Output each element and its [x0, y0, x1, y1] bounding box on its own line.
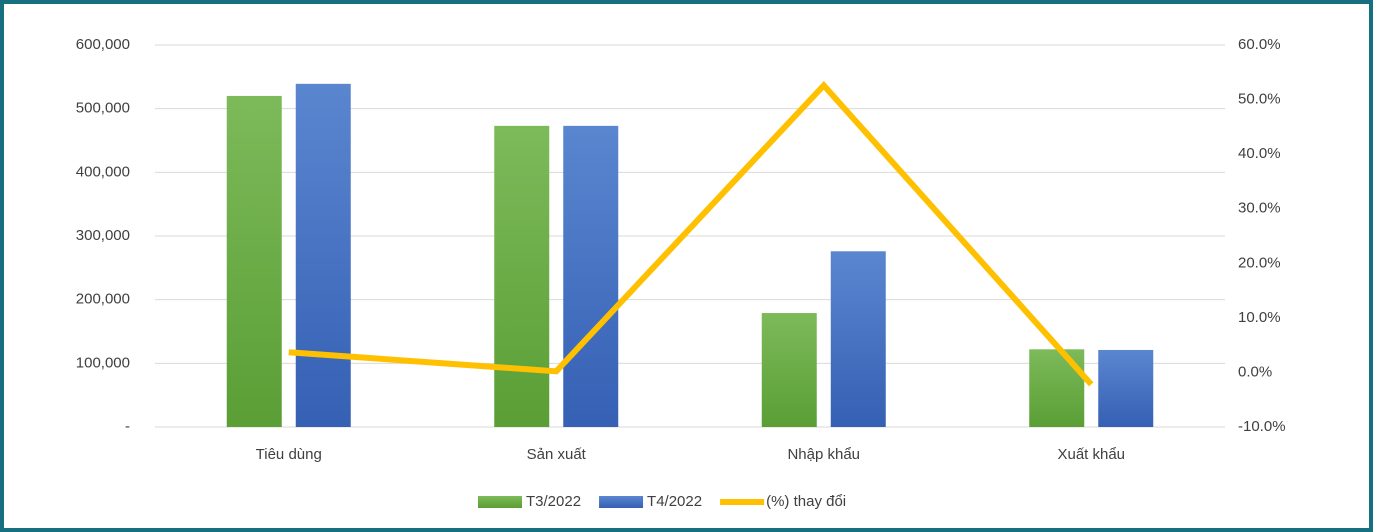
legend-swatch	[478, 496, 522, 508]
bar	[761, 313, 817, 427]
x-tick-label: Nhập khẩu	[787, 446, 860, 463]
bar	[563, 125, 619, 428]
bar	[494, 125, 550, 428]
y2-tick-label: -10.0%	[1238, 418, 1286, 435]
y2-tick-label: 40.0%	[1238, 145, 1281, 162]
y2-tick-label: 20.0%	[1238, 254, 1281, 271]
y2-tick-label: 0.0%	[1238, 363, 1272, 380]
y-tick-label: 100,000	[76, 354, 130, 371]
y-tick-label: 600,000	[76, 36, 130, 53]
y-tick-label: 400,000	[76, 163, 130, 180]
bar	[226, 95, 282, 427]
bar	[1029, 349, 1085, 427]
y-tick-label: 300,000	[76, 227, 130, 244]
bar	[830, 251, 886, 427]
bar	[295, 83, 351, 427]
x-tick-label: Tiêu dùng	[256, 446, 322, 463]
x-tick-label: Sản xuất	[527, 446, 587, 463]
y2-tick-label: 30.0%	[1238, 200, 1281, 217]
legend-label: T4/2022	[647, 493, 702, 510]
legend-label: T3/2022	[526, 493, 581, 510]
y-tick-label: 500,000	[76, 100, 130, 117]
y2-tick-label: 50.0%	[1238, 91, 1281, 108]
legend-label: (%) thay đổi	[766, 493, 846, 510]
line-series	[288, 80, 1094, 387]
bar	[1098, 349, 1154, 427]
legend-swatch	[599, 496, 644, 508]
y2-tick-label: 60.0%	[1238, 36, 1281, 53]
y-tick-label: 200,000	[76, 291, 130, 308]
y-tick-label: -	[125, 418, 130, 435]
x-tick-label: Xuất khẩu	[1057, 446, 1125, 463]
y2-tick-label: 10.0%	[1238, 309, 1281, 326]
